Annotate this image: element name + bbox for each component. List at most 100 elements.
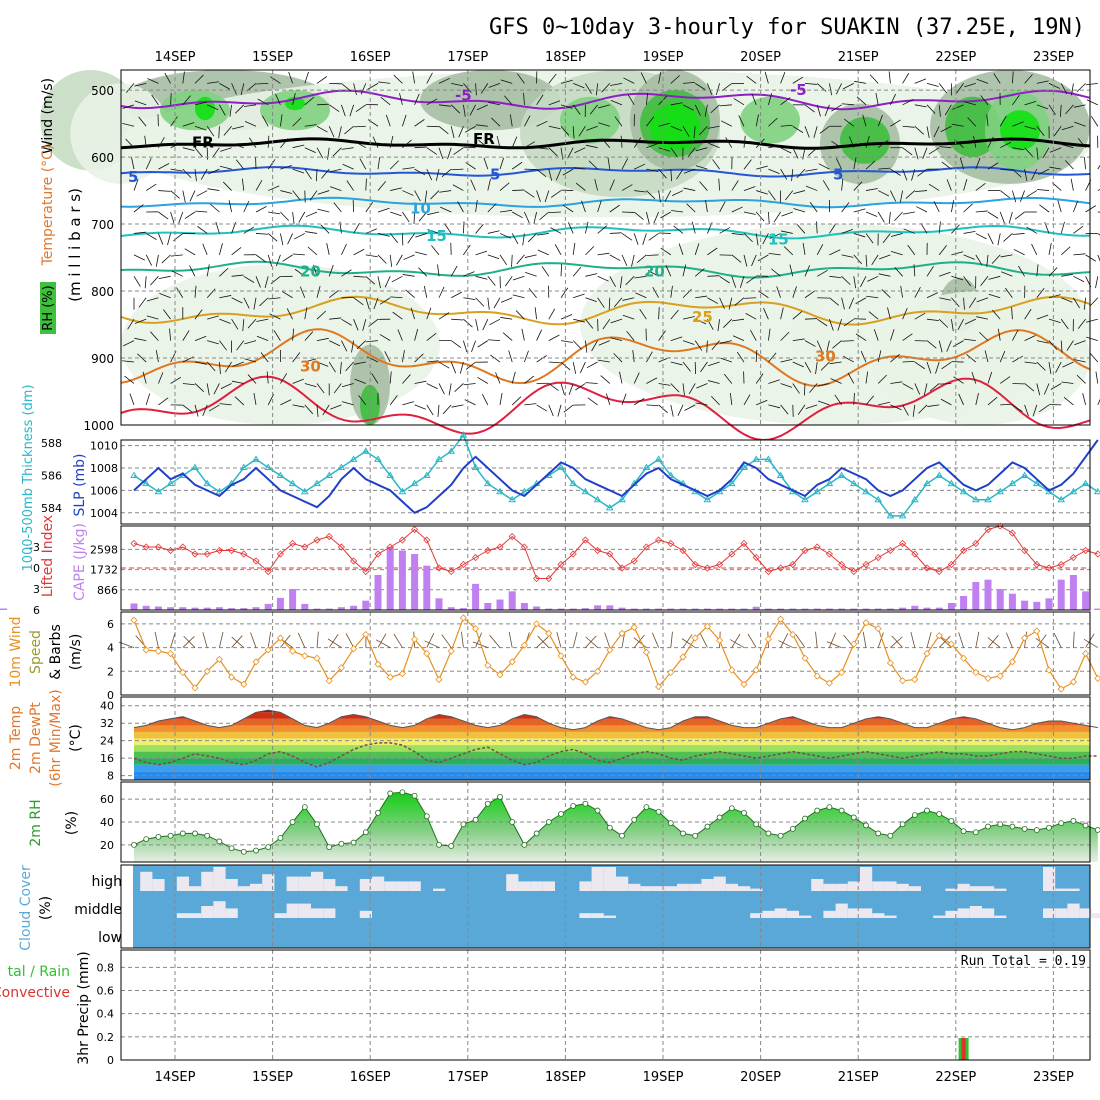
thickness-point	[264, 463, 273, 470]
wind-barb	[304, 331, 314, 341]
thickness-tick-label: 588	[41, 437, 62, 450]
thickness-point	[252, 455, 260, 462]
lifted-index-point	[838, 560, 846, 569]
wind-barb	[682, 340, 695, 345]
wind-barb	[292, 190, 301, 201]
wind-barb	[1012, 94, 1020, 106]
wind-barb	[194, 361, 207, 365]
wind-barb	[597, 359, 610, 363]
lifted-index-point	[1057, 560, 1065, 569]
wind-barb	[917, 168, 928, 177]
wind-barb	[890, 329, 895, 341]
wind-barb	[1050, 383, 1062, 390]
cape-bar	[716, 608, 724, 610]
wind10-barb	[778, 640, 793, 648]
cape-bar	[679, 608, 687, 610]
wind-barb	[849, 136, 855, 148]
cloud-middle-bar	[1067, 903, 1080, 918]
wind-barb	[515, 310, 525, 320]
wind-barb	[365, 228, 378, 234]
thickness-point	[1020, 471, 1029, 479]
cloud-cover-panel	[120, 864, 1100, 949]
rh-point	[704, 823, 711, 830]
thickness-point	[618, 495, 626, 503]
wind-barb	[634, 190, 647, 193]
wind-barb	[438, 147, 444, 160]
wind-barb	[815, 221, 818, 234]
wind-barb	[585, 246, 595, 256]
cloud-middle-bar	[274, 913, 287, 918]
wind10-speed-point	[850, 640, 858, 648]
cape-bar	[899, 607, 907, 610]
wind-barb	[988, 293, 1001, 299]
wind-barb	[903, 228, 915, 234]
wind-barb	[707, 275, 720, 277]
wind10-speed-point	[606, 646, 614, 654]
contour-5	[120, 166, 1091, 178]
wind-barb	[868, 311, 879, 320]
wind-barb	[124, 375, 135, 384]
wind-barb	[280, 211, 290, 221]
wind-barb	[762, 233, 769, 245]
wind-barb	[900, 285, 903, 298]
wind-barb	[138, 116, 147, 127]
rh-point	[972, 829, 979, 836]
wind-barb	[158, 190, 171, 192]
wind-barb	[953, 376, 964, 384]
wind-barb	[751, 93, 757, 105]
wind-barb	[243, 226, 255, 234]
wind-barb	[1003, 233, 1013, 242]
upper-rh-label: RH (%)	[41, 285, 56, 330]
wind-barb	[1049, 147, 1062, 153]
thickness-point	[984, 495, 992, 503]
wind-barb	[939, 383, 952, 385]
wind10-barb	[731, 633, 741, 648]
wind-barb	[495, 372, 501, 384]
lifted-index-point	[679, 546, 687, 555]
cloud-high-bar	[530, 881, 543, 891]
wind-barb	[548, 404, 554, 417]
wind-barb	[594, 178, 598, 191]
wind10-barb	[987, 637, 1001, 648]
wind-barb	[322, 404, 330, 416]
wind-barb	[902, 147, 913, 156]
wind-barb	[912, 404, 916, 417]
wind-barb	[440, 206, 452, 213]
wind-barb	[390, 187, 402, 191]
rh-point	[240, 848, 247, 855]
cloud-high-bar	[311, 871, 324, 891]
wind-barb	[426, 168, 433, 181]
wind-barb	[256, 335, 269, 341]
wind-barb	[609, 254, 621, 262]
wind-barb	[161, 254, 171, 264]
wind-barb	[158, 275, 171, 279]
wind-barb	[127, 318, 135, 330]
cape-bar	[411, 554, 419, 610]
wind-barb	[377, 254, 387, 264]
wind-barb	[1012, 190, 1017, 203]
rh-point	[753, 821, 760, 828]
lifted-index-point	[716, 560, 724, 569]
wind-barb	[670, 285, 673, 298]
wind-barb	[367, 83, 379, 90]
thickness-point	[154, 487, 163, 495]
thickness-point	[593, 495, 602, 503]
cape-bar	[520, 603, 528, 610]
wind-barb	[1048, 294, 1061, 299]
contour-minus5	[120, 89, 1091, 111]
rh-point	[594, 807, 601, 814]
thickness-point	[837, 471, 846, 479]
wind-barb	[793, 190, 806, 195]
lifted-index-point	[777, 564, 785, 572]
wind-barb	[353, 297, 364, 306]
wind-barb	[1083, 157, 1086, 170]
wind-barb	[999, 376, 1011, 384]
cape-bar	[947, 603, 955, 610]
wind10-speed-point	[899, 677, 907, 685]
wind-barb	[975, 157, 981, 170]
wind-barb	[158, 137, 165, 148]
wind-barb	[450, 126, 455, 139]
wind10-barb	[829, 632, 837, 648]
wind-barb	[802, 242, 806, 255]
wind-barb	[463, 340, 468, 353]
